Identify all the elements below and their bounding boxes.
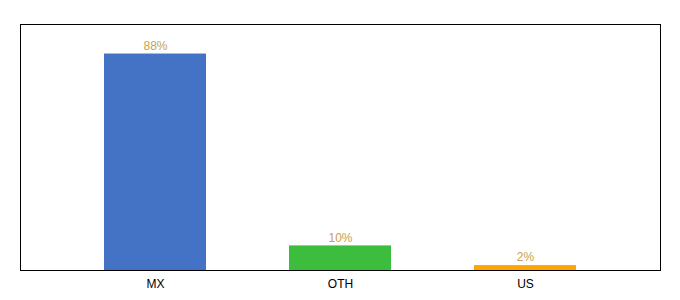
svg-text:88%: 88% [143,39,167,53]
svg-text:MX: MX [147,277,165,291]
svg-text:2%: 2% [517,250,535,264]
svg-text:US: US [517,277,534,291]
svg-text:10%: 10% [328,231,352,245]
svg-text:OTH: OTH [328,277,353,291]
